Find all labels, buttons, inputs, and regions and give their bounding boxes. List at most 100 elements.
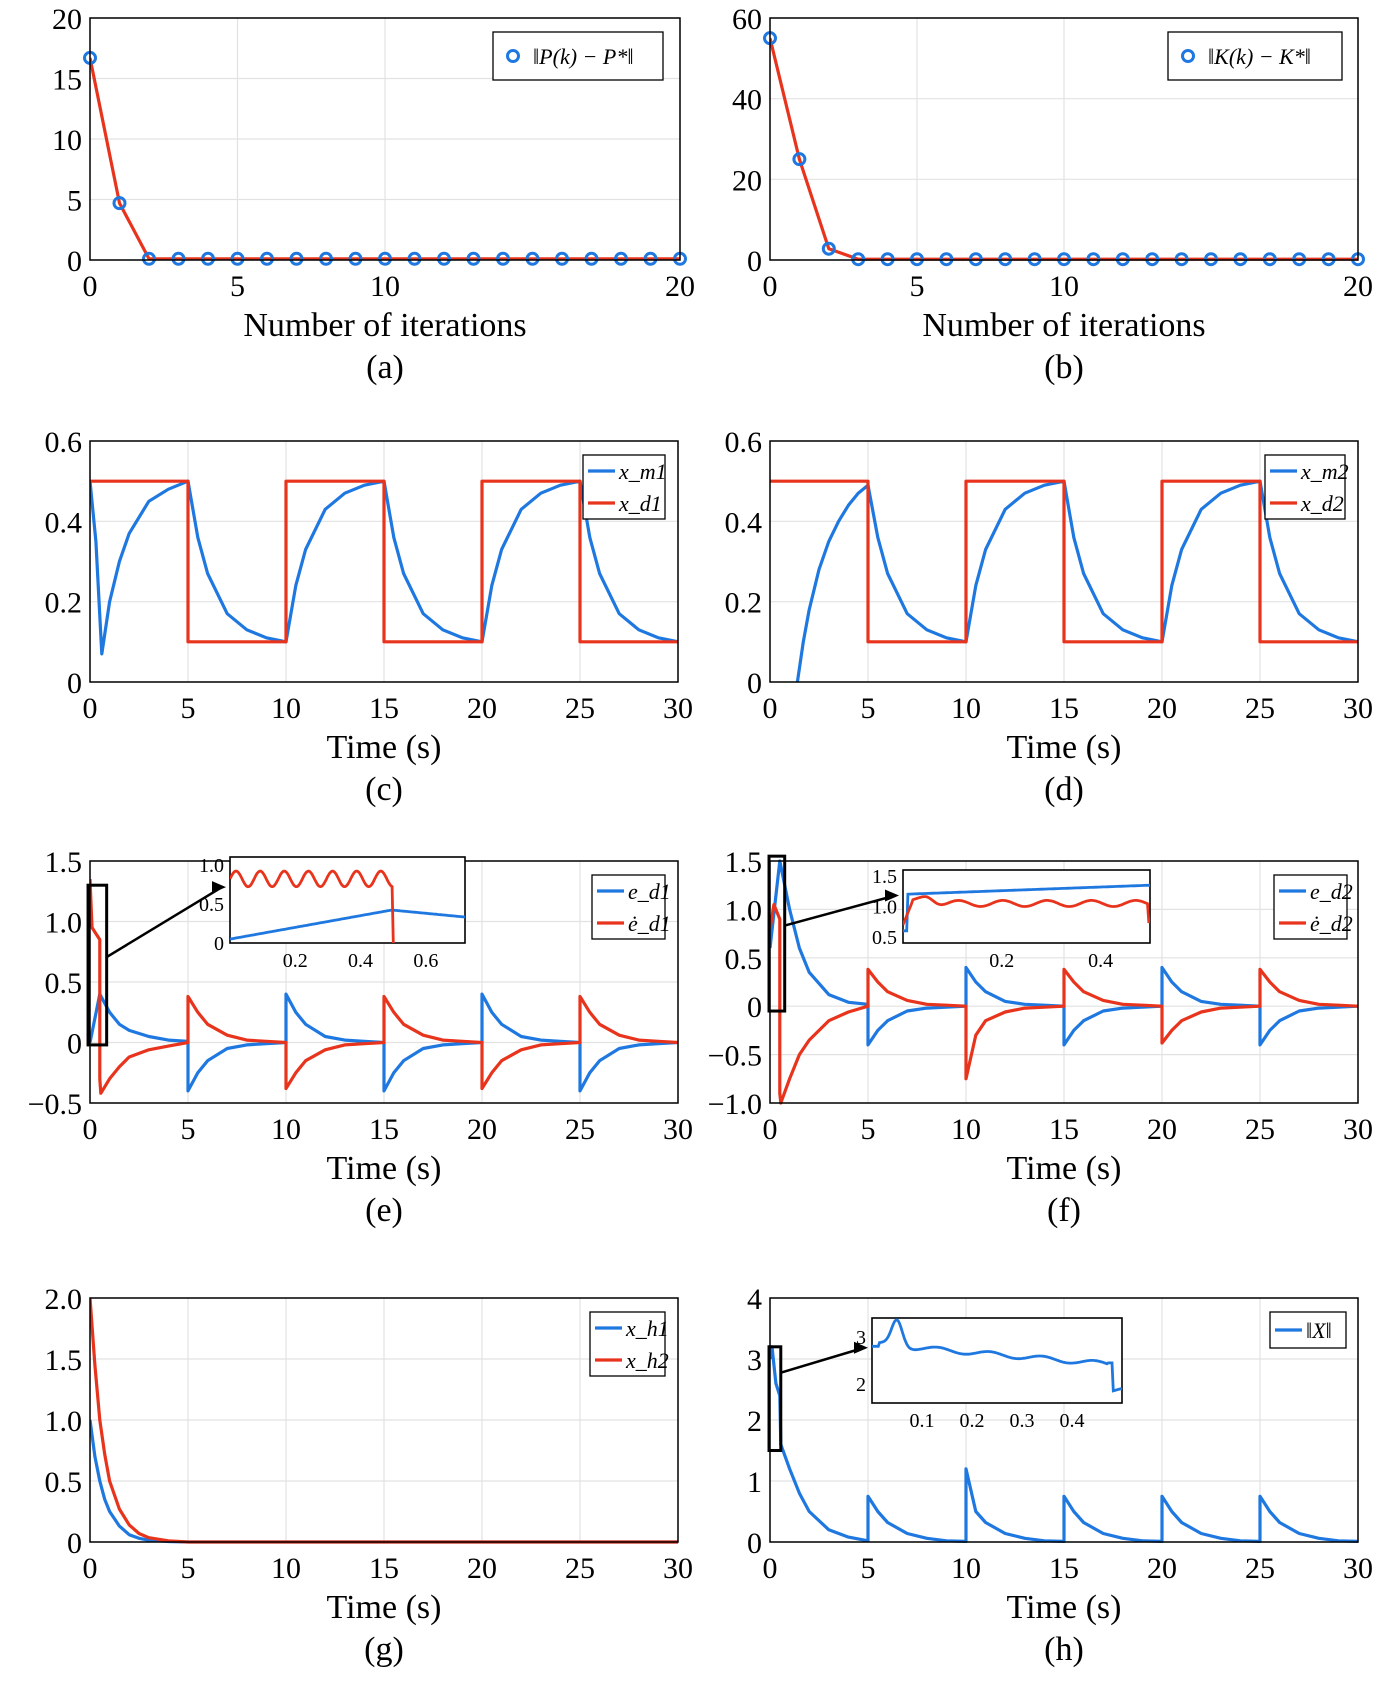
inset-x-tick-label: 0.3 (1010, 1410, 1035, 1432)
zoom-arrow (784, 894, 896, 927)
data-point-marker (112, 196, 127, 211)
inset-y-tick-label: 3 (856, 1327, 866, 1349)
data-point-marker (1086, 252, 1101, 267)
x-tick-label: 15 (369, 1552, 399, 1585)
data-point-marker (378, 251, 392, 266)
x-tick-label: 30 (1343, 692, 1373, 725)
series-line-2 (90, 479, 678, 644)
x-axis-label: Time (s) (1007, 1150, 1122, 1187)
legend-box (591, 874, 666, 940)
y-tick-label: 0.6 (45, 426, 83, 459)
data-point-marker (998, 252, 1013, 267)
legend-box (582, 454, 666, 520)
inset-x-tick-label: 0.4 (348, 950, 373, 972)
y-tick-label: 1.5 (45, 846, 83, 879)
legend-label: ė_d1 (628, 911, 671, 936)
legend-label: ‖K(k) − K*‖ (1208, 44, 1311, 69)
data-point-marker (466, 251, 481, 266)
x-tick-label: 15 (369, 692, 399, 725)
inset-x-tick-label: 0.2 (283, 950, 308, 972)
zoom-arrow-head (212, 881, 226, 894)
inset-y-tick-label: 0.5 (199, 894, 224, 916)
zoom-box (86, 883, 109, 1047)
y-tick-label: 1.0 (45, 907, 83, 940)
plot-frame (769, 17, 1359, 261)
inset-y-tick-label: 1.0 (872, 897, 897, 919)
legend-label: ‖P(k) − P*‖ (533, 44, 634, 69)
inset-series-group (903, 883, 1150, 933)
data-point-marker (643, 251, 658, 266)
y-tick-label: 0.2 (45, 587, 83, 620)
x-tick-label: 5 (230, 270, 245, 303)
data-point-marker (968, 252, 983, 267)
y-tick-label: 60 (732, 3, 762, 36)
zoom-box (767, 1345, 783, 1453)
data-point-marker (289, 251, 304, 266)
panel-caption: (h) (1044, 1631, 1084, 1668)
panel-caption: (a) (366, 349, 404, 386)
y-tick-label: 2.0 (45, 1283, 83, 1316)
data-point-marker (230, 251, 245, 266)
y-tick-label: 1.0 (45, 1405, 83, 1438)
x-tick-label: 10 (1049, 270, 1079, 303)
x-tick-label: 0 (763, 1552, 778, 1585)
x-tick-label: 15 (1049, 692, 1079, 725)
x-tick-label: 5 (861, 1113, 876, 1146)
x-tick-label: 5 (181, 1113, 196, 1146)
inset-x-tick-label: 0.4 (1060, 1410, 1085, 1432)
data-point-marker (1204, 252, 1218, 267)
x-tick-label: 30 (663, 692, 693, 725)
data-point-marker (407, 251, 422, 266)
x-axis-label: Time (s) (1007, 729, 1122, 766)
x-tick-label: 20 (1147, 692, 1177, 725)
series-line-2 (770, 903, 1358, 1105)
y-tick-label: 0 (747, 1527, 762, 1560)
y-tick-label: 1.5 (725, 846, 763, 879)
y-tick-label: 20 (732, 164, 762, 197)
x-tick-label: 10 (370, 270, 400, 303)
legend-box (589, 1311, 666, 1377)
y-tick-label: 1.0 (725, 894, 763, 927)
inset-x-tick-label: 0.4 (1088, 950, 1113, 972)
x-tick-label: 10 (271, 1113, 301, 1146)
legend-box (1264, 454, 1346, 520)
series-group (90, 57, 680, 261)
y-tick-label: 0 (67, 667, 82, 700)
x-tick-label: 20 (1343, 270, 1373, 303)
data-point-marker (1292, 252, 1307, 267)
y-tick-label: 10 (52, 124, 82, 157)
series-group (770, 479, 1358, 683)
legend-label: x_h2 (625, 1348, 669, 1373)
inset-x-tick-label: 0.1 (910, 1410, 935, 1432)
x-tick-label: 0 (763, 270, 778, 303)
x-tick-label: 10 (951, 1113, 981, 1146)
inset-series-line-2 (230, 869, 395, 943)
series-line-2 (770, 479, 1358, 644)
series-group (770, 1345, 1358, 1543)
y-tick-label: 0.4 (45, 506, 83, 539)
data-point-marker (171, 251, 186, 266)
chart-panel-f: 0 5 10 15 20 25 30 −1.0 −0.5 0 0.5 1.0 1.5 Time (s) (f… (708, 846, 1373, 1229)
data-point-marker (142, 251, 156, 266)
data-point-marker (584, 251, 599, 266)
x-tick-label: 25 (1245, 1113, 1275, 1146)
y-tick-label: 0.5 (725, 943, 763, 976)
y-tick-label: −1.0 (708, 1088, 762, 1121)
data-point-marker (851, 252, 866, 267)
legend-label: x_m2 (1300, 459, 1349, 484)
y-tick-label: 0.6 (725, 426, 763, 459)
x-tick-label: 30 (1343, 1552, 1373, 1585)
y-tick-label: 3 (747, 1344, 762, 1377)
zoom-arrow-head (885, 889, 899, 902)
x-tick-label: 25 (565, 1552, 595, 1585)
x-tick-label: 0 (83, 692, 98, 725)
y-tick-label: 1 (747, 1466, 762, 1499)
y-tick-label: 15 (52, 64, 82, 97)
x-tick-label: 20 (467, 692, 497, 725)
y-tick-label: 0.2 (725, 587, 763, 620)
inset-panel (229, 856, 466, 944)
legend-label: ‖X‖ (1306, 1318, 1332, 1343)
data-point-marker (1174, 252, 1189, 267)
panel-caption: (f) (1047, 1192, 1081, 1229)
x-tick-label: 20 (1147, 1113, 1177, 1146)
